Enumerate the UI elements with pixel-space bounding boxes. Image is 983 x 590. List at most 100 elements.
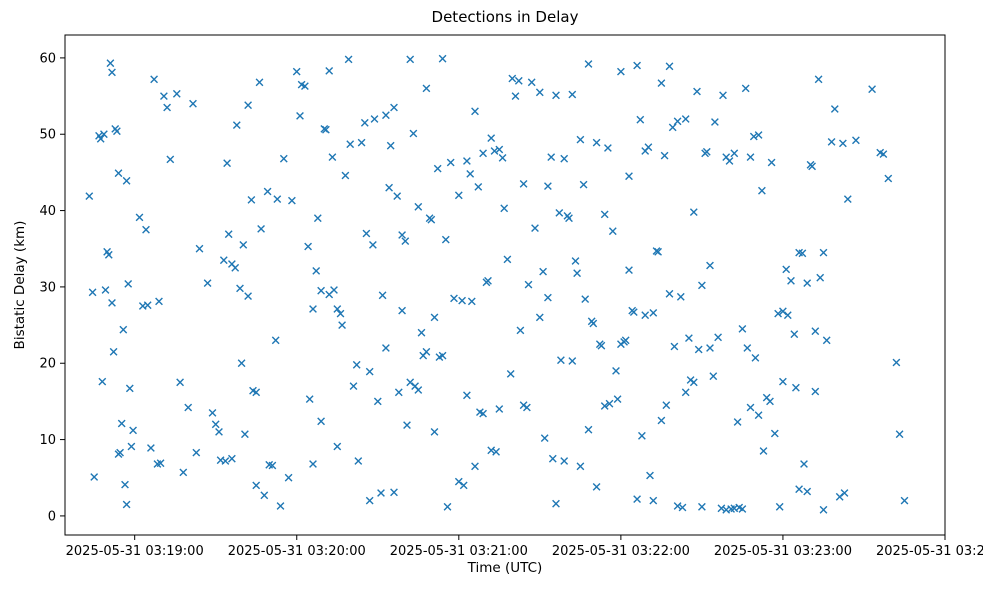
scatter-point bbox=[670, 342, 679, 351]
scatter-point bbox=[662, 401, 671, 410]
scatter-point bbox=[215, 428, 223, 436]
scatter-point bbox=[143, 301, 152, 310]
scatter-point bbox=[487, 446, 496, 455]
scatter-point bbox=[309, 460, 317, 468]
scatter-point bbox=[221, 457, 230, 465]
scatter-point bbox=[382, 344, 390, 352]
scatter-point bbox=[114, 169, 123, 178]
scatter-point bbox=[422, 347, 431, 356]
scatter-point bbox=[252, 481, 261, 490]
scatter-point bbox=[629, 308, 638, 316]
scatter-point bbox=[514, 76, 523, 85]
scatter-point bbox=[759, 447, 768, 455]
scatter-point bbox=[467, 297, 476, 306]
y-tick-label: 60 bbox=[39, 51, 56, 66]
scatter-point bbox=[155, 297, 163, 306]
scatter-point bbox=[839, 139, 847, 148]
scatter-point bbox=[633, 61, 641, 70]
scatter-point bbox=[417, 328, 426, 337]
scatter-point bbox=[422, 84, 431, 93]
scatter-point bbox=[633, 495, 641, 503]
scatter-point bbox=[613, 395, 622, 403]
scatter-point bbox=[471, 107, 479, 116]
y-tick-label: 10 bbox=[39, 433, 56, 448]
scatter-point bbox=[147, 444, 155, 452]
scatter-point bbox=[333, 442, 342, 451]
scatter-point bbox=[733, 418, 742, 426]
scatter-point bbox=[498, 154, 507, 162]
scatter-point bbox=[644, 143, 653, 152]
scatter-point bbox=[725, 157, 734, 165]
scatter-point bbox=[406, 55, 415, 64]
scatter-point bbox=[830, 105, 839, 113]
scatter-point bbox=[654, 247, 662, 256]
scatter-point bbox=[441, 235, 450, 244]
scatter-point bbox=[673, 117, 682, 126]
y-tick-label: 20 bbox=[39, 357, 56, 372]
scatter-point bbox=[503, 255, 512, 264]
scatter-point bbox=[754, 411, 763, 420]
scatter-point bbox=[101, 286, 110, 294]
scatter-point bbox=[527, 78, 536, 87]
scatter-point bbox=[767, 158, 776, 167]
scatter-point bbox=[208, 409, 217, 417]
scatter-point bbox=[895, 430, 904, 439]
scatter-point bbox=[600, 210, 609, 219]
scatter-point bbox=[150, 75, 158, 84]
scatter-point bbox=[552, 499, 560, 508]
scatter-point bbox=[386, 141, 395, 150]
scatter-point bbox=[900, 496, 909, 505]
scatter-point bbox=[576, 135, 585, 144]
scatter-point bbox=[116, 448, 124, 457]
scatter-point bbox=[568, 357, 577, 365]
scatter-point bbox=[706, 261, 714, 270]
scatter-point bbox=[746, 403, 755, 412]
scatter-point bbox=[612, 367, 620, 375]
scatter-point bbox=[709, 372, 718, 381]
x-tick-label: 2025-05-31 03:24:00 bbox=[876, 544, 983, 559]
scatter-point bbox=[479, 409, 487, 418]
scatter-point bbox=[576, 462, 585, 471]
scatter-point bbox=[547, 153, 556, 161]
scatter-point bbox=[121, 480, 129, 489]
scatter-point bbox=[625, 172, 633, 181]
scatter-point bbox=[108, 299, 116, 307]
scatter-point bbox=[252, 388, 261, 397]
scatter-point bbox=[495, 405, 504, 413]
scatter-point bbox=[766, 397, 774, 406]
scatter-point bbox=[879, 150, 888, 158]
scatter-point bbox=[317, 417, 325, 426]
scatter-point bbox=[305, 395, 314, 403]
scatter-point bbox=[665, 289, 674, 298]
scatter-point bbox=[516, 326, 525, 335]
scatter-point bbox=[304, 242, 312, 251]
scatter-point bbox=[822, 336, 831, 345]
scatter-point bbox=[349, 382, 358, 390]
scatter-point bbox=[573, 269, 581, 278]
scatter-point bbox=[775, 502, 784, 511]
scatter-point bbox=[779, 307, 787, 316]
scatter-point bbox=[668, 123, 677, 132]
scatter-point bbox=[219, 256, 228, 265]
scatter-point bbox=[689, 208, 698, 216]
scatter-point bbox=[284, 473, 293, 482]
scatter-point bbox=[560, 457, 569, 465]
scatter-point bbox=[96, 134, 105, 143]
scatter-point bbox=[124, 280, 133, 288]
scatter-point bbox=[100, 130, 108, 139]
scatter-point bbox=[443, 502, 452, 511]
scatter-point bbox=[398, 306, 406, 315]
scatter-point bbox=[176, 378, 184, 387]
scatter-point bbox=[868, 85, 876, 94]
scatter-point bbox=[479, 149, 487, 158]
scatter-point bbox=[85, 192, 94, 200]
scatter-point bbox=[338, 321, 346, 329]
scatter-point bbox=[454, 477, 463, 486]
scatter-point bbox=[98, 377, 107, 386]
scatter-point bbox=[819, 505, 828, 514]
scatter-point bbox=[719, 91, 727, 100]
scatter-point bbox=[484, 276, 492, 285]
scatter-point bbox=[192, 448, 201, 457]
